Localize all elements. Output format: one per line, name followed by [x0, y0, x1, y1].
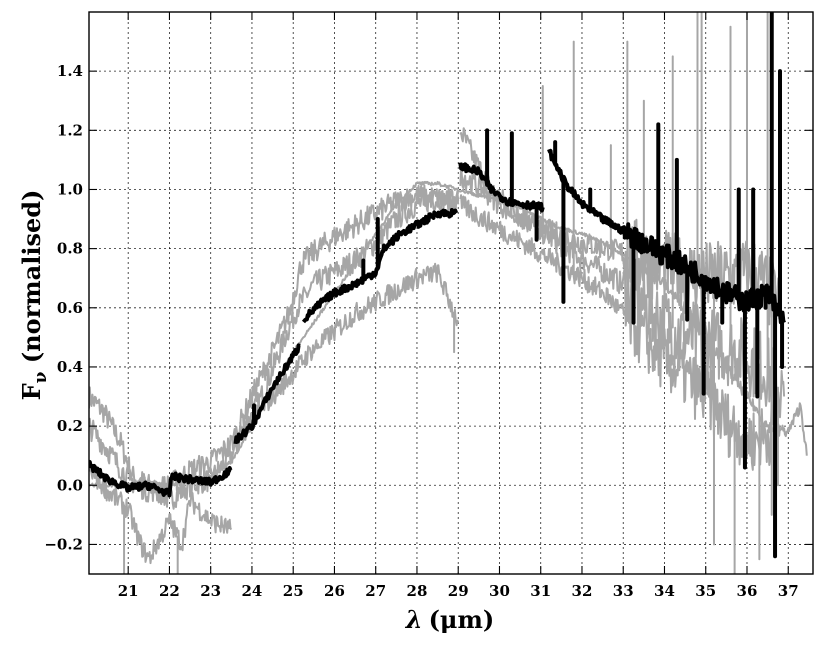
plot-area — [89, 12, 808, 574]
comparison-spectrum-segment — [459, 127, 786, 419]
primary-spectrum-segment — [89, 460, 233, 498]
x-tick-label: 32 — [572, 582, 593, 600]
x-tick-label: 25 — [283, 582, 304, 600]
x-tick-label: 33 — [613, 582, 634, 600]
plot-frame — [88, 11, 814, 575]
comparison-spectrum-segment — [238, 262, 460, 440]
y-tick-label: 0.6 — [57, 299, 83, 317]
x-tick-label: 37 — [778, 582, 799, 600]
x-tick-label: 24 — [242, 582, 263, 600]
y-tick-label: 1.4 — [57, 62, 83, 80]
y-tick-label: 1.0 — [57, 180, 83, 198]
x-tick-label: 31 — [530, 582, 551, 600]
comparison-spectrum-segment — [459, 165, 781, 331]
x-tick-label: 30 — [489, 582, 510, 600]
x-tick-label: 21 — [118, 582, 139, 600]
primary-spectrum-segment — [301, 208, 459, 324]
x-tick-label: 29 — [448, 582, 469, 600]
x-tick-label: 35 — [695, 582, 716, 600]
y-tick-label: 1.2 — [57, 121, 83, 139]
series-comparison — [89, 12, 781, 574]
comparison-spectrum-segment — [89, 189, 460, 510]
x-axis-label-symbol: λ — [405, 605, 423, 634]
y-axis-label: Fν (normalised) — [17, 190, 51, 401]
axis-ticks — [89, 12, 813, 574]
comparison-spectrum-segment — [459, 194, 781, 471]
tick-labels: 21 22 23 24 25 26 27 28 29 30 31 32 33 34 35 36 37 −0.2 0.… — [44, 62, 798, 600]
comparison-spectrum-segment — [89, 462, 233, 565]
x-tick-label: 27 — [365, 582, 386, 600]
y-tick-label: 0.4 — [57, 358, 83, 376]
y-axis-label-suffix: (normalised) — [17, 190, 46, 372]
series-primary — [89, 12, 786, 559]
y-tick-label: 0.8 — [57, 240, 83, 258]
x-tick-label: 28 — [407, 582, 428, 600]
x-tick-label: 23 — [200, 582, 221, 600]
series-comparison — [89, 12, 781, 546]
x-tick-label: 26 — [324, 582, 345, 600]
primary-spectrum-segment — [458, 162, 545, 213]
x-axis-label-unit: (μm) — [429, 605, 495, 634]
y-tick-label: −0.2 — [44, 535, 83, 553]
x-tick-label: 22 — [159, 582, 180, 600]
primary-spectrum-segment — [233, 343, 301, 445]
x-axis-label: λ (μm) — [405, 605, 495, 634]
y-tick-label: 0.0 — [57, 476, 83, 494]
y-tick-label: 0.2 — [57, 417, 83, 435]
y-axis-label-main: F — [17, 383, 46, 400]
y-axis-label-sub: ν — [31, 371, 51, 383]
x-tick-label: 34 — [654, 582, 675, 600]
x-tick-label: 36 — [737, 582, 758, 600]
